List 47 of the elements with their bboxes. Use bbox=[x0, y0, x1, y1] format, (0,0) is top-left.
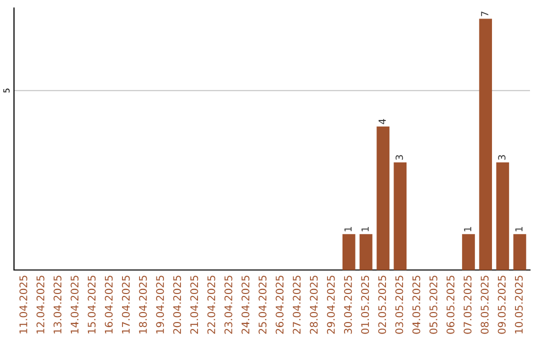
x-tick-label: 13.04.2025 bbox=[54, 276, 62, 334]
x-tick-label: 15.04.2025 bbox=[88, 276, 96, 334]
data-label: 1 bbox=[464, 227, 472, 232]
bar bbox=[376, 126, 390, 270]
x-tick-label: 23.04.2025 bbox=[224, 276, 232, 334]
x-tick-label: 02.05.2025 bbox=[378, 276, 386, 334]
x-tick-label: 11.04.2025 bbox=[19, 276, 28, 334]
x-tick-label: 21.04.2025 bbox=[190, 276, 198, 334]
x-tick-label: 07.05.2025 bbox=[464, 276, 472, 334]
x-tick-label: 25.04.2025 bbox=[258, 276, 266, 334]
x-tick-label: 28.04.2025 bbox=[310, 276, 318, 334]
x-tick-label: 05.05.2025 bbox=[429, 276, 438, 334]
x-tick-label: 26.04.2025 bbox=[276, 276, 284, 334]
data-label: 3 bbox=[396, 155, 403, 160]
x-tick-label: 24.04.2025 bbox=[242, 276, 250, 334]
bar bbox=[513, 234, 526, 270]
x-tick-label: 19.04.2025 bbox=[156, 276, 164, 334]
x-tick-label: 16.04.2025 bbox=[104, 276, 113, 334]
bar bbox=[496, 162, 510, 270]
x-tick-label: 22.04.2025 bbox=[207, 276, 216, 334]
x-tick-label: 30.04.2025 bbox=[344, 276, 352, 334]
data-label: 4 bbox=[378, 119, 386, 124]
data-label: 1 bbox=[362, 227, 369, 232]
x-tick-label: 03.05.2025 bbox=[395, 276, 404, 334]
bar bbox=[394, 162, 407, 270]
bar bbox=[360, 234, 372, 270]
x-tick-label: 29.04.2025 bbox=[326, 276, 335, 334]
bar bbox=[462, 234, 475, 270]
y-tick-label: 5 bbox=[3, 88, 10, 93]
x-tick-label: 08.05.2025 bbox=[480, 276, 489, 334]
x-tick-label: 14.04.2025 bbox=[70, 276, 79, 334]
data-label: 7 bbox=[481, 12, 488, 16]
data-label: 3 bbox=[498, 155, 506, 160]
x-tick-label: 20.04.2025 bbox=[173, 276, 182, 334]
x-tick-label: 18.04.2025 bbox=[139, 276, 147, 334]
x-tick-label: 04.05.2025 bbox=[412, 276, 420, 334]
x-tick-label: 01.05.2025 bbox=[361, 276, 369, 334]
data-label: 1 bbox=[515, 227, 522, 232]
bar bbox=[479, 18, 492, 270]
x-tick-label: 06.05.2025 bbox=[446, 276, 454, 334]
x-tick-label: 12.04.2025 bbox=[36, 276, 44, 334]
x-tick-label: 27.04.2025 bbox=[292, 276, 301, 334]
data-label: 1 bbox=[344, 227, 352, 232]
bar bbox=[342, 234, 356, 270]
x-tick-label: 10.05.2025 bbox=[514, 276, 523, 334]
x-tick-label: 09.05.2025 bbox=[498, 276, 506, 334]
x-tick-label: 17.04.2025 bbox=[122, 276, 130, 334]
